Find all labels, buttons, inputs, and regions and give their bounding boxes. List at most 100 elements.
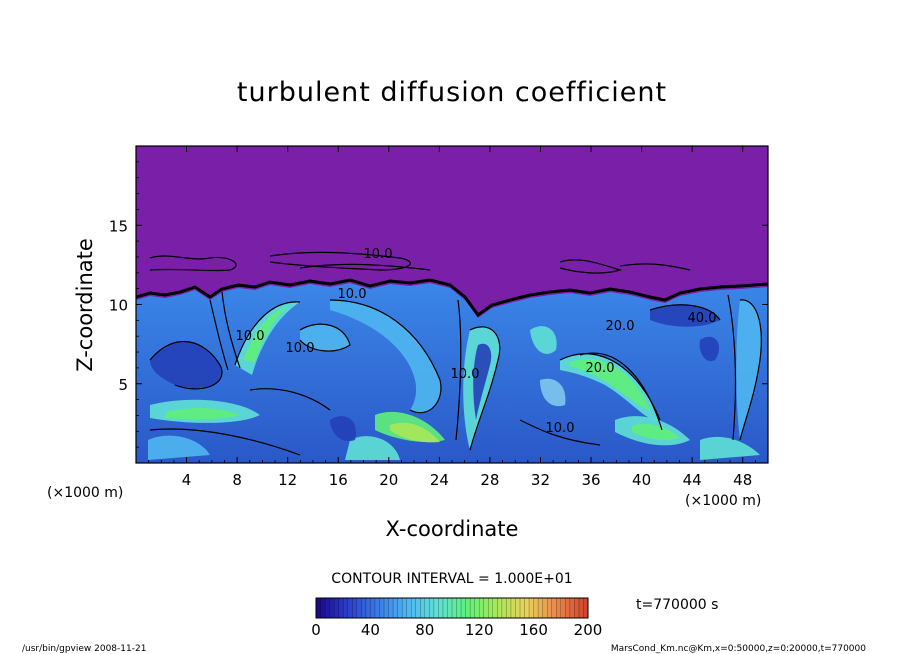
turbulent-feature-22 xyxy=(148,435,210,460)
colorbar-ticks: 0 40 80 120 160 200 xyxy=(311,621,602,639)
colorbar-cell-2 xyxy=(325,598,331,618)
colorbar-cell-41 xyxy=(501,598,507,618)
turbulent-feature-15 xyxy=(632,423,680,440)
colorbar-cell-32 xyxy=(461,598,467,618)
x-tick-label-3: 16 xyxy=(329,471,348,489)
contour-line-10 xyxy=(329,299,442,414)
contour-line-21 xyxy=(249,388,331,411)
contour-line-0 xyxy=(136,278,768,318)
plot-area: 10.0 10.0 20.0 10.0 10.0 10.0 20.0 40.0 10.0 xyxy=(136,146,768,463)
colorbar-cell-23 xyxy=(420,598,426,618)
turbulent-feature-13 xyxy=(570,358,650,410)
footer-left: /usr/bin/gpview 2008-11-21 xyxy=(22,644,146,654)
x-tick-label-10: 44 xyxy=(683,471,702,489)
y-tick-label-2: 15 xyxy=(109,217,128,235)
contour-label-5: 10.0 xyxy=(546,421,575,436)
time-label: t=770000 s xyxy=(636,597,718,613)
colorbar-cell-59 xyxy=(583,598,589,618)
colorbar-cell-54 xyxy=(560,598,566,618)
colorbar-cell-45 xyxy=(520,598,526,618)
contour-interval-text: CONTOUR INTERVAL = 1.000E+01 xyxy=(331,571,572,587)
contour-label-0: 10.0 xyxy=(364,247,393,262)
x-axis: 4 8 12 16 20 24 28 32 36 40 44 48 xyxy=(148,146,756,489)
turbulent-feature-7 xyxy=(390,422,440,443)
colorbar-cell-47 xyxy=(529,598,535,618)
turbulent-feature-17 xyxy=(699,336,720,362)
x-tick-label-5: 24 xyxy=(430,471,449,489)
contour-line-18 xyxy=(149,428,301,456)
colorbar-cell-40 xyxy=(497,598,503,618)
y-tick-label-1: 10 xyxy=(109,297,128,315)
contour-line-6 xyxy=(149,341,223,390)
colorbar-cell-17 xyxy=(393,598,399,618)
contour-line-16 xyxy=(739,299,762,441)
colorbar-cell-50 xyxy=(542,598,548,618)
contour-line-9 xyxy=(234,301,301,366)
colorbar-cell-37 xyxy=(483,598,489,618)
contour-label-7: 40.0 xyxy=(688,311,717,326)
x-tick-label-1: 8 xyxy=(232,471,242,489)
contour-line-14 xyxy=(579,352,663,431)
x-tick-label-0: 4 xyxy=(182,471,192,489)
contour-line-5 xyxy=(619,263,691,271)
colorbar-cell-34 xyxy=(470,598,476,618)
turbulent-feature-4 xyxy=(243,306,288,362)
turbulent-feature-11 xyxy=(473,343,492,420)
x-unit-label-right: (×1000 m) xyxy=(685,493,761,509)
turbulent-feature-18 xyxy=(736,299,762,440)
colorbar-cell-42 xyxy=(506,598,512,618)
colorbar-cell-6 xyxy=(343,598,349,618)
contour-line-1 xyxy=(149,255,237,272)
colorbar-cell-1 xyxy=(320,598,326,618)
contour-label-8: 10.0 xyxy=(286,341,315,356)
contour-line-3 xyxy=(299,263,431,271)
colorbar-cell-44 xyxy=(515,598,521,618)
turbulent-feature-20 xyxy=(300,324,350,352)
colorbar-cell-49 xyxy=(538,598,544,618)
colorbar-cell-4 xyxy=(334,598,340,618)
contour-line-20 xyxy=(299,323,351,352)
colorbar-cell-39 xyxy=(492,598,498,618)
turbulent-region xyxy=(136,283,768,463)
contour-label-4: 10.0 xyxy=(236,329,265,344)
contour-labels: 10.0 10.0 20.0 10.0 10.0 10.0 20.0 40.0 10.0 xyxy=(236,247,717,436)
y-tick-label-0: 5 xyxy=(118,376,128,394)
colorbar-frame xyxy=(315,597,589,619)
x-unit-label-left: (×1000 m) xyxy=(47,485,123,501)
contour-line-15 xyxy=(649,304,721,321)
colorbar-cell-24 xyxy=(424,598,430,618)
colorbar xyxy=(315,597,589,619)
turbulent-feature-2 xyxy=(165,408,240,420)
x-tick-label-7: 32 xyxy=(531,471,550,489)
colorbar-cell-29 xyxy=(447,598,453,618)
turbulent-feature-0 xyxy=(150,341,222,389)
turbulent-feature-21 xyxy=(540,378,566,407)
x-tick-label-4: 20 xyxy=(379,471,398,489)
colorbar-tick-label-3: 120 xyxy=(465,621,494,639)
colorbar-cell-27 xyxy=(438,598,444,618)
turbulent-feature-19 xyxy=(530,326,557,354)
x-tick-label-9: 40 xyxy=(632,471,651,489)
contour-line-7 xyxy=(209,299,229,371)
colorbar-cell-13 xyxy=(374,598,380,618)
turbulent-feature-5 xyxy=(330,300,441,413)
colorbar-cell-3 xyxy=(329,598,335,618)
contour-label-1: 10.0 xyxy=(338,287,367,302)
colorbar-cell-16 xyxy=(388,598,394,618)
colorbar-cell-55 xyxy=(565,598,571,618)
colorbar-tick-label-2: 80 xyxy=(415,621,434,639)
colorbar-cell-57 xyxy=(574,598,580,618)
contour-line-8 xyxy=(221,291,241,369)
colorbar-cell-35 xyxy=(474,598,480,618)
turbulent-features xyxy=(148,299,762,460)
turbulent-feature-16 xyxy=(650,304,720,327)
colorbar-cell-20 xyxy=(406,598,412,618)
contour-line-12 xyxy=(469,326,501,451)
colorbar-cell-25 xyxy=(429,598,435,618)
colorbar-cell-9 xyxy=(356,598,362,618)
colorbar-cell-38 xyxy=(488,598,494,618)
colorbar-cell-51 xyxy=(547,598,553,618)
turbulent-feature-23 xyxy=(700,436,760,460)
colorbar-cell-43 xyxy=(510,598,516,618)
colorbar-tick-label-0: 0 xyxy=(311,621,321,639)
